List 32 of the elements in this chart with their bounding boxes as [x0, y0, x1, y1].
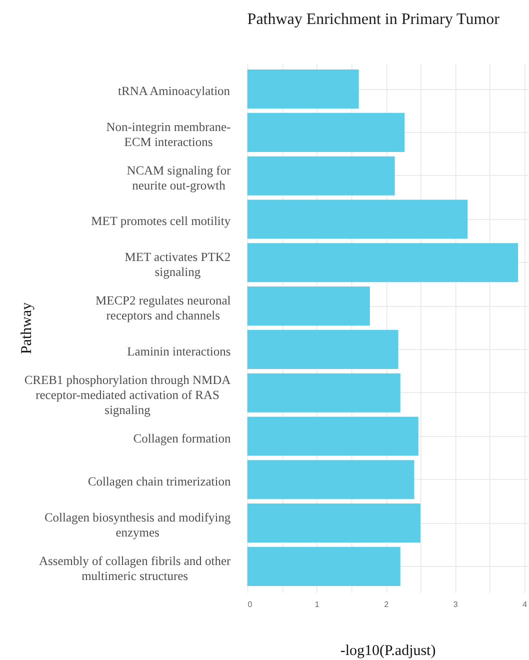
bar: [247, 112, 405, 152]
x-tick-label: 0: [248, 600, 253, 609]
y-tick-label: Non-integrin membrane- ECM interactions: [106, 120, 231, 149]
y-tick-label: Assembly of collagen fibrils and other multimeric structures: [38, 554, 232, 583]
y-tick-label: Collagen biosynthesis and modifying enzymes: [44, 510, 231, 540]
y-tick-label: Collagen formation: [133, 431, 232, 446]
x-tick-label: 3: [453, 600, 458, 609]
y-axis-title: Pathway: [18, 302, 35, 354]
bar: [247, 546, 400, 586]
x-tick-label: 2: [384, 600, 390, 609]
x-tick-label: 4: [522, 600, 528, 609]
bar: [247, 504, 420, 543]
bar: [247, 70, 359, 109]
x-tick-label: 1: [314, 600, 320, 609]
y-tick-label: Laminin interactions: [127, 344, 231, 358]
bar: [247, 416, 418, 456]
bar: [247, 330, 398, 369]
x-axis-title: -log10(P.adjust): [340, 643, 436, 659]
bar: [247, 200, 468, 239]
y-tick-label: tRNA Aminoacylation: [118, 84, 231, 98]
y-tick-label: NCAM signaling for neurite out-growth: [126, 163, 232, 192]
bar: [247, 460, 414, 500]
y-tick-label: MECP2 regulates neuronal receptors and channels: [95, 294, 232, 323]
y-tick-label: Collagen chain trimerization: [88, 474, 232, 489]
y-tick-label: CREB1 phosphorylation through NMDA receptor-mediated activation of RAS signaling: [24, 372, 231, 417]
y-tick-label: MET promotes cell motility: [91, 214, 232, 228]
bar: [247, 243, 518, 282]
bar: [247, 286, 370, 326]
bar: [247, 156, 395, 196]
bar: [247, 373, 400, 412]
chart-title: Pathway Enrichment in Primary Tumor: [247, 11, 500, 28]
y-tick-label: MET activates PTK2 signaling: [124, 250, 231, 280]
